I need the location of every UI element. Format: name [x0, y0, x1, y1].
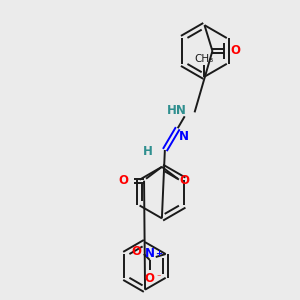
Text: O: O	[180, 174, 190, 187]
Text: +: +	[155, 249, 162, 258]
Text: CH₃: CH₃	[195, 54, 214, 64]
Text: HN: HN	[167, 104, 187, 117]
Text: O: O	[230, 44, 240, 57]
Text: ⁻: ⁻	[157, 272, 161, 281]
Text: H: H	[143, 146, 153, 158]
Text: O: O	[145, 272, 155, 285]
Text: O: O	[132, 245, 142, 258]
Text: N: N	[179, 130, 189, 143]
Text: N: N	[145, 247, 155, 260]
Text: O: O	[118, 174, 128, 187]
